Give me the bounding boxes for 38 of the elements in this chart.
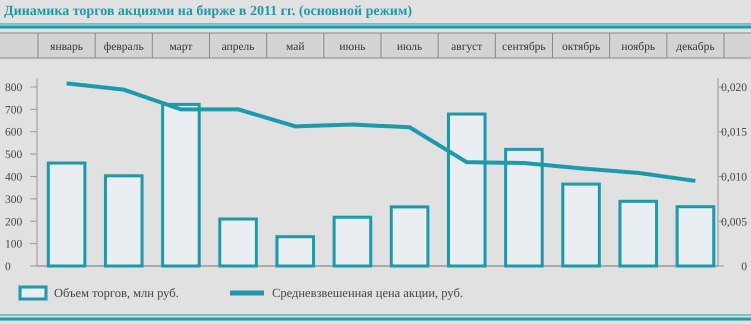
- x-tick-label: сентябрь: [502, 41, 546, 53]
- bar: [618, 200, 658, 268]
- bar: [332, 216, 372, 268]
- bar: [104, 174, 144, 268]
- bar: [218, 218, 258, 268]
- x-tick-label: апрель: [222, 41, 255, 53]
- x-tick-label: декабрь: [676, 41, 715, 53]
- bar: [275, 235, 316, 268]
- bar: [676, 205, 716, 268]
- legend-label: Средневзвешенная цена акции, руб.: [272, 286, 463, 300]
- y-tick-label: 0: [5, 261, 11, 274]
- y2-tick-label: 0,005: [721, 216, 748, 228]
- y-tick-label: 700: [5, 104, 22, 116]
- x-tick-label: август: [451, 41, 482, 53]
- y-tick-label: 100: [5, 238, 22, 251]
- x-tick-label: июнь: [339, 41, 366, 53]
- bar: [561, 182, 601, 268]
- y-tick-label: 400: [5, 172, 22, 184]
- bar: [46, 162, 86, 268]
- x-tick-label: май: [286, 41, 304, 53]
- x-tick-label: ноябрь: [621, 41, 656, 53]
- y2-tick-label: 0,010: [721, 172, 748, 184]
- x-tick-label: март: [169, 41, 192, 53]
- y-tick-label: 800: [5, 82, 22, 94]
- x-tick-label: январь: [50, 41, 83, 53]
- y-tick-label: 200: [5, 216, 22, 228]
- y2-tick-label: 0,020: [721, 82, 748, 94]
- y2-tick-label: 0: [741, 261, 748, 274]
- x-tick-label: февраль: [104, 41, 144, 53]
- y2-tick-label: 0,015: [721, 126, 748, 139]
- x-tick-label: октябрь: [562, 41, 600, 53]
- y-tick-label: 600: [5, 126, 22, 139]
- y-tick-label: 500: [5, 149, 22, 162]
- x-tick-label: июль: [396, 41, 422, 53]
- chart-title: Динамика торгов акциями на бирже в 2011 гг. (основной режим): [4, 4, 412, 19]
- y-tick-label: 300: [5, 194, 22, 206]
- bar: [390, 205, 430, 268]
- legend-label: Объем торгов, млн руб.: [54, 286, 179, 300]
